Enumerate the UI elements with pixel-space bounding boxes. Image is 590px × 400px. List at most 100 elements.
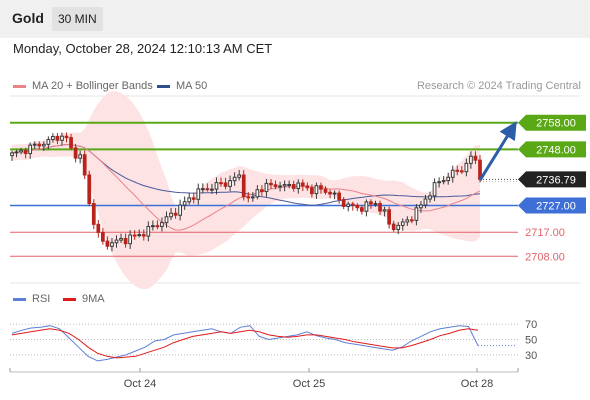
candle-body: [91, 203, 96, 225]
candle-body: [64, 135, 69, 139]
candle-body: [23, 149, 28, 155]
candle-body: [423, 198, 428, 206]
rsi-tick-label-50: 50: [525, 335, 537, 347]
candle-body: [150, 225, 155, 228]
candle-body: [287, 184, 292, 187]
x-tick-label-oct-28: Oct 28: [461, 378, 493, 390]
legend-ma20-label: MA 20 + Bollinger Bands: [32, 80, 153, 92]
rsi-9ma-line: [11, 328, 479, 359]
candle-body: [341, 199, 346, 207]
candle-body: [10, 152, 14, 157]
legend-rsi: RSI: [13, 293, 50, 305]
candle-body: [82, 154, 87, 176]
candle-body: [337, 192, 342, 201]
candle-body: [205, 188, 210, 191]
candle-body: [73, 147, 78, 159]
candle-body: [260, 189, 264, 193]
legend-9ma-swatch: [63, 297, 76, 301]
candle-body: [400, 221, 405, 226]
candle-body: [60, 135, 64, 141]
symbol-title: Gold: [12, 10, 44, 26]
x-tick-label-oct-25: Oct 25: [293, 378, 325, 390]
candle-body: [123, 237, 128, 245]
candle-body: [232, 176, 237, 182]
annotations: [478, 121, 517, 181]
legend-rsi-swatch: [13, 297, 26, 301]
legend-9ma: 9MA: [63, 293, 105, 305]
candle-body: [228, 180, 232, 187]
level-tag-text-2758.00: 2758.00: [536, 118, 576, 130]
candle-body: [210, 188, 214, 191]
candle-body: [432, 182, 437, 197]
candle-body: [41, 143, 46, 147]
candle-body: [28, 144, 33, 155]
candle-body: [450, 169, 455, 178]
candle-body: [219, 182, 223, 185]
candle-body: [241, 174, 246, 198]
candle-body: [141, 234, 146, 237]
level-tag-bg-2758.00: [518, 114, 586, 131]
candle-body: [369, 201, 373, 205]
level-tag-bg-2748.00: [518, 141, 586, 158]
candle-body: [391, 223, 396, 231]
candle-body: [105, 240, 110, 247]
candle-body: [350, 203, 355, 206]
candle-body: [178, 204, 182, 216]
x-tick-label-oct-24: Oct 24: [124, 378, 156, 390]
candle-body: [250, 196, 255, 199]
candle-body: [360, 207, 364, 212]
candle-body: [396, 224, 401, 231]
rsi-tick-label-30: 30: [525, 350, 537, 362]
candle-body: [305, 185, 310, 189]
candle-body: [214, 182, 219, 190]
candle-body: [314, 185, 319, 195]
candle-body: [405, 219, 410, 223]
candle-body: [437, 181, 441, 184]
candle-body: [282, 184, 287, 187]
candle-body: [182, 201, 187, 206]
candle-body: [32, 143, 37, 146]
candle-body: [300, 182, 305, 187]
candle-body: [409, 219, 414, 222]
candle-body: [46, 139, 51, 145]
candle-body: [291, 184, 296, 189]
candle-body: [164, 216, 169, 224]
candle-body: [146, 226, 151, 237]
source-credit: Research © 2024 Trading Central: [416, 80, 581, 92]
x-axis: Oct 24 Oct 25 Oct 28: [9, 368, 519, 390]
candle-body: [441, 180, 446, 183]
candle-body: [137, 234, 142, 237]
candle-body: [114, 239, 119, 244]
candle-body: [37, 143, 42, 147]
level-tag-text-2708.00: 2708.00: [525, 251, 565, 263]
candle-body: [473, 155, 478, 161]
candle-body: [323, 188, 328, 193]
candle-body: [237, 174, 242, 178]
candle-body: [196, 188, 201, 200]
candle-body: [355, 204, 360, 209]
legend-ma50-label: MA 50: [176, 80, 208, 92]
header-bar: Gold 30 MIN: [0, 0, 590, 38]
candle-body: [246, 196, 251, 199]
candle-body: [464, 162, 469, 173]
candle-body: [155, 225, 160, 228]
candle-body: [69, 137, 73, 149]
bollinger-bands: [12, 91, 480, 290]
candle-body: [373, 203, 378, 206]
legend-ma50: MA 50: [157, 80, 207, 92]
candle-body: [173, 212, 178, 216]
candle-body: [200, 188, 205, 191]
candle-body: [273, 184, 278, 188]
legend-ma50-swatch: [157, 84, 170, 88]
timeframe-button[interactable]: 30 MIN: [52, 7, 103, 31]
candle-body: [101, 231, 105, 242]
rsi-panel: 30 50 70: [10, 319, 537, 362]
candle-body: [419, 204, 423, 209]
candle-body: [132, 234, 137, 237]
price-levels: 2758.00 2748.00 2727.00 2717.00 2708.00 2736.…: [10, 114, 586, 263]
rsi-tick-label-70: 70: [525, 319, 537, 331]
legend-9ma-label: 9MA: [82, 293, 105, 305]
candles: [10, 132, 482, 252]
candle-body: [191, 197, 196, 200]
